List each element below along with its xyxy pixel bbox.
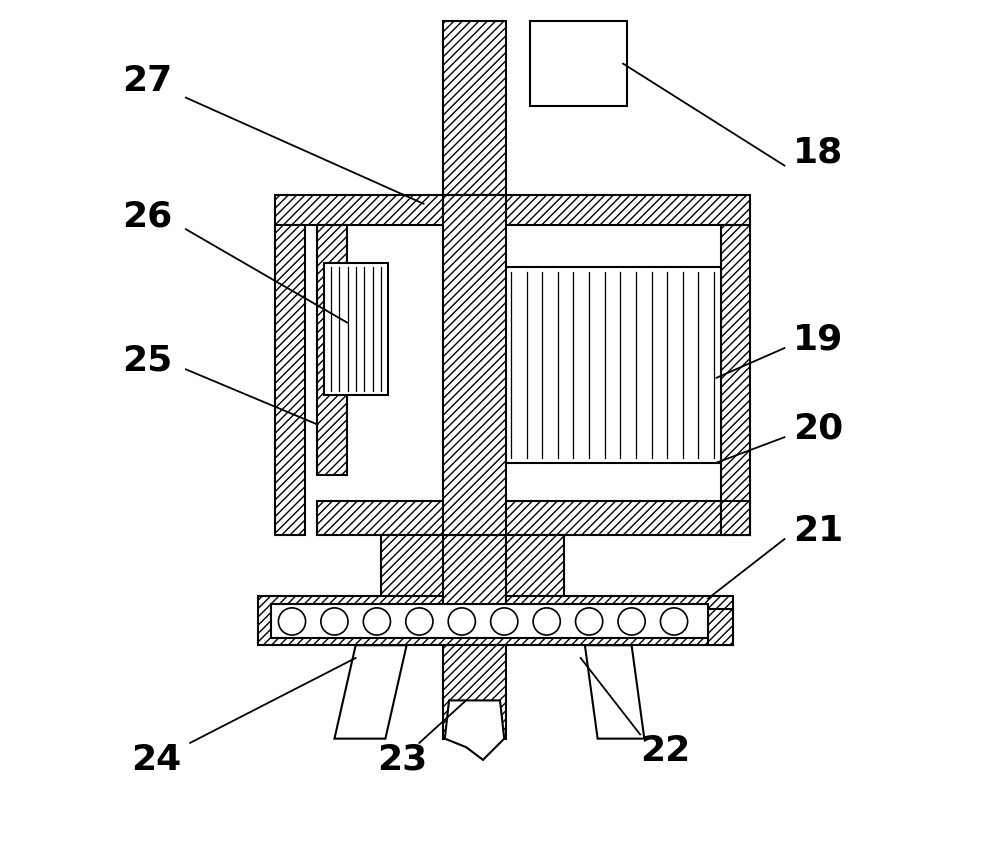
Bar — [381, 535, 564, 599]
Circle shape — [576, 608, 603, 635]
Polygon shape — [445, 700, 504, 760]
Bar — [443, 21, 506, 195]
Circle shape — [278, 608, 306, 635]
Bar — [275, 195, 750, 225]
Circle shape — [363, 608, 390, 635]
Bar — [275, 225, 305, 535]
Bar — [506, 348, 553, 395]
Text: 24: 24 — [131, 743, 181, 777]
Text: 23: 23 — [377, 743, 427, 777]
Circle shape — [660, 608, 688, 635]
Text: 22: 22 — [640, 734, 691, 768]
Polygon shape — [585, 645, 644, 739]
Bar — [271, 604, 708, 638]
Circle shape — [533, 608, 560, 635]
Text: 19: 19 — [793, 323, 844, 357]
Circle shape — [618, 608, 645, 635]
Bar — [721, 501, 750, 535]
Circle shape — [448, 608, 475, 635]
Text: 26: 26 — [123, 200, 173, 233]
Text: 27: 27 — [123, 64, 173, 98]
Bar — [258, 596, 733, 645]
Bar — [721, 225, 750, 535]
Polygon shape — [334, 645, 407, 739]
Text: 20: 20 — [793, 412, 844, 446]
Bar — [504, 267, 721, 463]
Bar — [443, 535, 506, 628]
Text: 25: 25 — [123, 344, 173, 378]
Bar — [443, 645, 506, 739]
Bar — [530, 21, 627, 106]
Circle shape — [321, 608, 348, 635]
Bar — [443, 195, 506, 535]
Circle shape — [406, 608, 433, 635]
Text: 18: 18 — [793, 136, 844, 170]
Text: 21: 21 — [793, 514, 844, 548]
Bar — [317, 225, 347, 475]
Circle shape — [491, 608, 518, 635]
Bar — [708, 609, 733, 645]
Bar — [324, 263, 388, 395]
Bar — [317, 501, 721, 535]
